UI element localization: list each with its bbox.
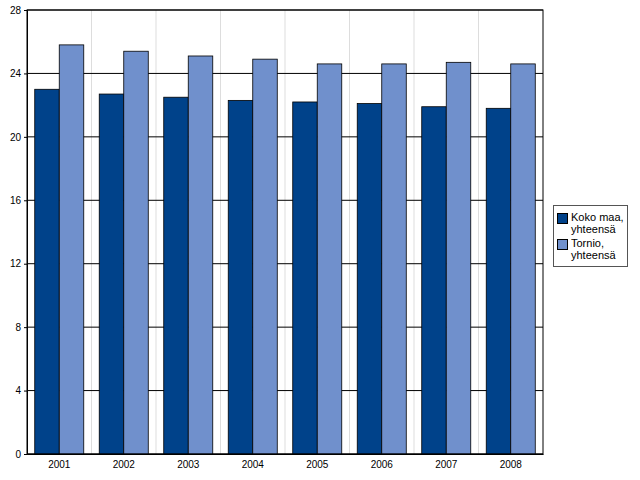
bar [486,108,511,454]
y-tick: 24 [10,68,27,79]
legend-swatch [557,213,568,224]
y-tick-label: 4 [15,385,21,396]
y-tick-mark [24,73,27,74]
bar [446,62,471,454]
legend-swatch [557,239,568,250]
y-tick-mark [24,264,27,265]
y-tick: 12 [10,258,27,269]
y-tick: 8 [15,322,27,333]
y-tick-label: 24 [10,68,22,79]
x-axis-line [28,454,544,455]
x-tick-label: 2004 [242,459,265,470]
category-separator [91,10,92,454]
category-separator [156,10,157,454]
y-tick-mark [24,200,27,201]
y-axis: 0 4 8 12 16 20 24 28 [10,5,28,460]
bar [124,51,149,454]
x-tick-label: 2001 [48,459,71,470]
y-tick: 16 [10,195,27,206]
y-tick-mark [24,327,27,328]
y-tick-mark [24,137,27,138]
y-tick-mark [24,10,27,11]
plot-background [27,10,543,454]
y-tick-mark [24,391,27,392]
x-tick: 2005 [306,454,329,470]
bar [382,64,407,454]
bar [293,102,318,454]
category-separator [414,10,415,454]
x-tick-label: 2005 [306,459,329,470]
y-tick-label: 0 [15,449,21,460]
legend-label: Tornio, yhteensä [571,237,625,261]
legend-item: Tornio, yhteensä [556,237,625,261]
x-tick-label: 2006 [371,459,394,470]
y-tick-label: 28 [10,5,22,16]
x-tick: 2001 [48,454,71,470]
bar [99,94,124,454]
y-tick-label: 8 [15,322,21,333]
x-tick-label: 2002 [113,459,136,470]
x-tick: 2004 [242,454,265,470]
y-axis-line [24,11,28,455]
y-tick-mark [24,454,27,455]
x-tick: 2003 [177,454,200,470]
bar [164,97,189,454]
y-tick-label: 12 [10,258,22,269]
x-axis: 2001 2002 2003 2004 2005 2006 2007 2008 [28,454,544,470]
category-separator [220,10,221,454]
y-tick: 0 [15,449,27,460]
bar [317,64,342,454]
category-separator [349,10,350,454]
bar [422,107,447,454]
y-tick: 4 [15,385,27,396]
bar [35,89,60,454]
bar [253,59,278,454]
y-tick: 28 [10,5,27,16]
y-tick-label: 16 [10,195,22,206]
bar [228,100,253,454]
legend: Koko maa, yhteensäTornio, yhteensä [553,205,628,267]
bars [35,45,536,454]
x-tick: 2007 [435,454,458,470]
bar [59,45,84,454]
legend-label: Koko maa, yhteensä [571,211,625,235]
category-separator [478,10,479,454]
legend-item: Koko maa, yhteensä [556,211,625,235]
x-tick: 2002 [113,454,136,470]
x-tick-label: 2007 [435,459,458,470]
x-tick: 2006 [371,454,394,470]
category-separator [285,10,286,454]
y-tick: 20 [10,132,27,143]
y-tick-label: 20 [10,132,22,143]
x-tick-label: 2008 [500,459,523,470]
bar [188,56,213,454]
bar [357,104,382,454]
plot-frame [27,10,543,454]
x-tick: 2008 [500,454,523,470]
x-tick-label: 2003 [177,459,200,470]
bar [511,64,536,454]
